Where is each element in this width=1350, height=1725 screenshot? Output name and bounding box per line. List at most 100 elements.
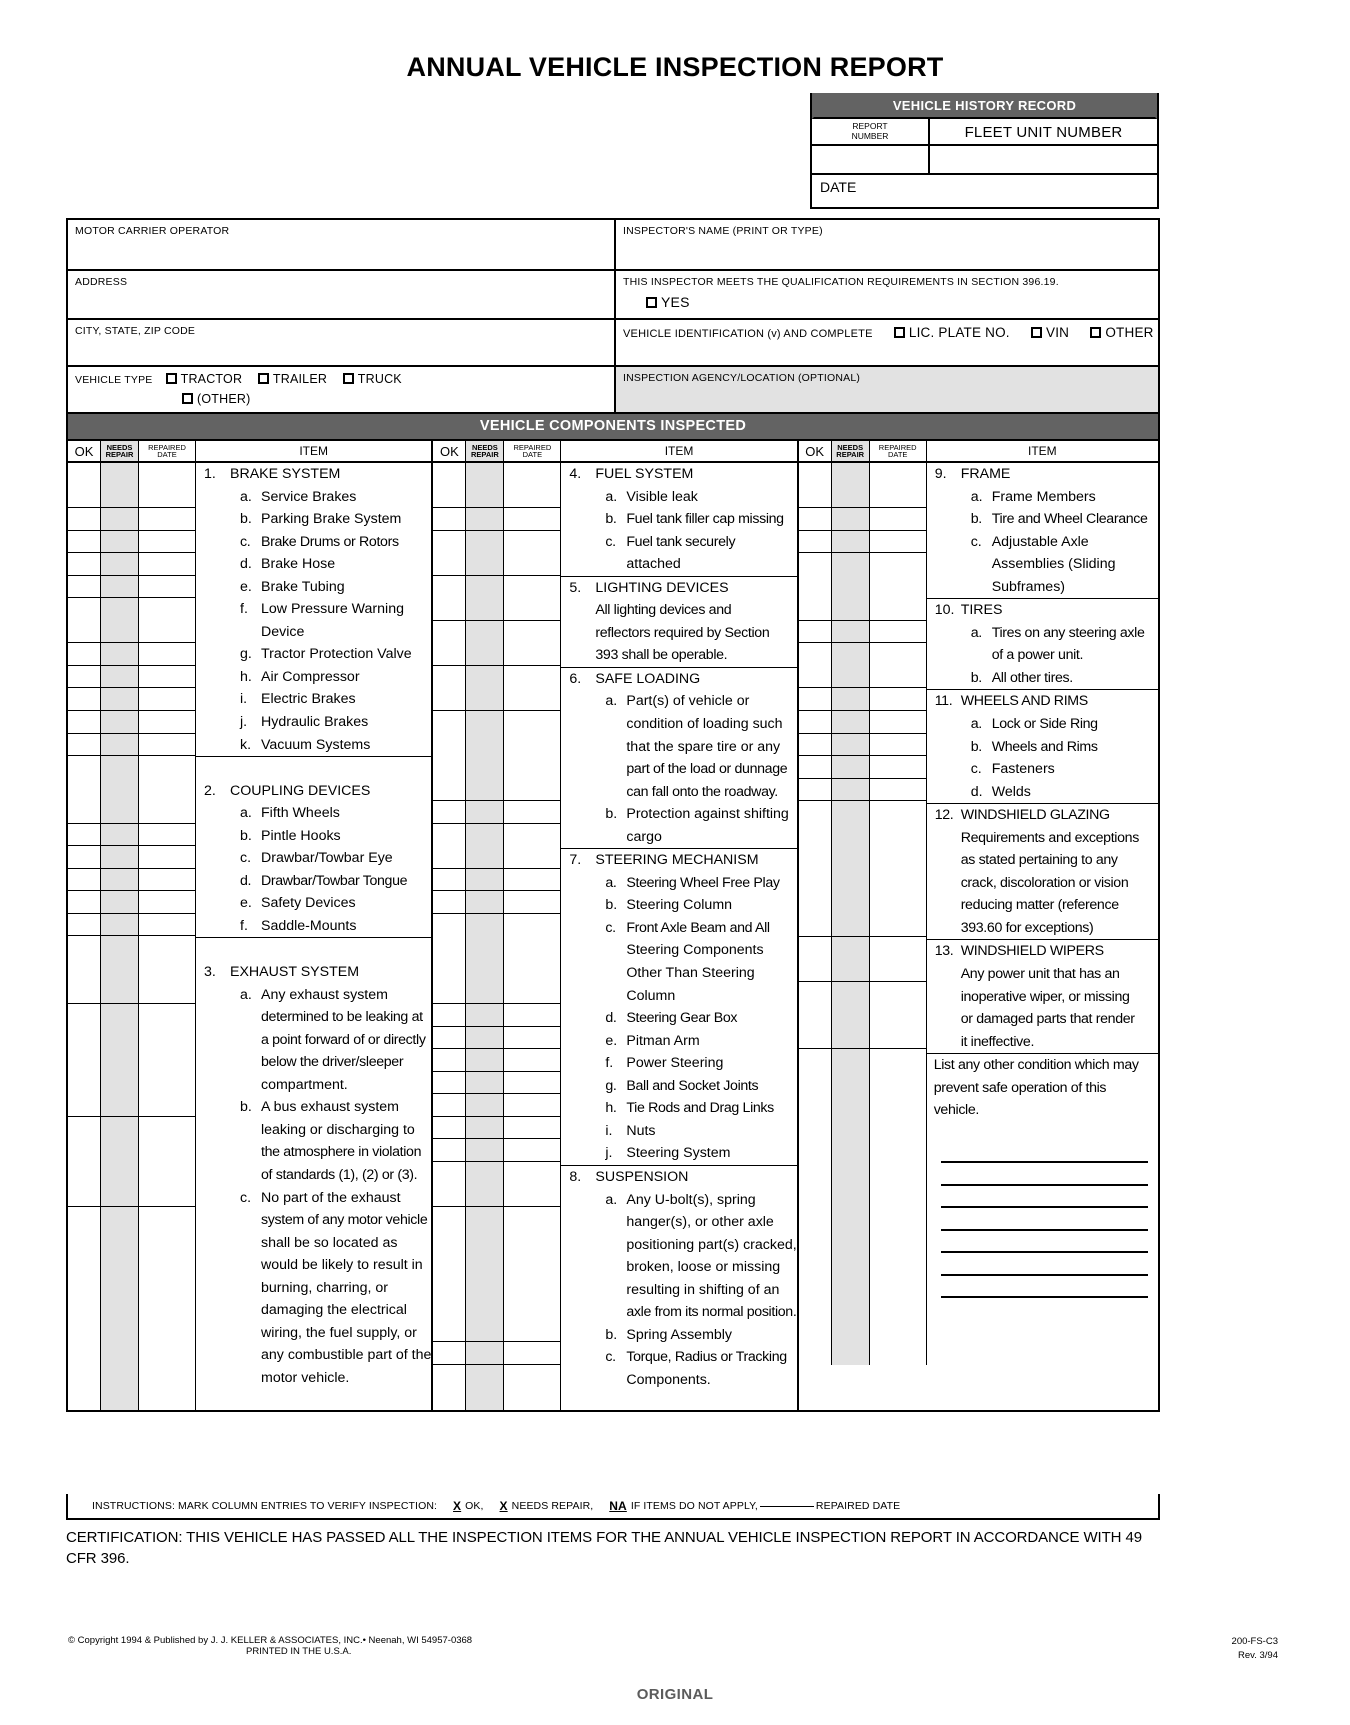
qualification-yes-option[interactable]: YES [623, 288, 1158, 310]
vid-option-other[interactable]: OTHER [1090, 325, 1153, 340]
check-row[interactable] [68, 733, 196, 757]
check-row[interactable] [68, 936, 196, 1005]
other-condition-write-line[interactable] [927, 1235, 1158, 1258]
check-row[interactable] [68, 913, 196, 937]
check-row[interactable] [433, 463, 562, 509]
check-row[interactable] [798, 733, 927, 757]
check-row[interactable] [68, 868, 196, 892]
checkbox-icon[interactable] [342, 373, 354, 384]
vid-option-vin[interactable]: VIN [1030, 325, 1069, 340]
check-row[interactable] [798, 711, 927, 734]
check-row[interactable] [68, 643, 196, 666]
check-row[interactable] [433, 823, 562, 869]
check-row[interactable] [433, 1139, 562, 1162]
check-row[interactable] [433, 620, 562, 666]
check-row[interactable] [433, 530, 562, 576]
vid-option-lic-plate[interactable]: LIC. PLATE NO. [893, 325, 1010, 340]
check-row[interactable] [433, 575, 562, 621]
check-row[interactable] [68, 891, 196, 914]
check-row[interactable] [799, 1049, 927, 1365]
check-row[interactable] [68, 823, 196, 847]
check-row[interactable] [798, 688, 927, 712]
checkbox-icon[interactable] [165, 373, 177, 384]
checkbox-icon[interactable] [257, 373, 269, 384]
check-row[interactable] [798, 778, 927, 802]
check-row[interactable] [433, 1071, 562, 1095]
city-state-zip-label: CITY, STATE, ZIP CODE [75, 325, 196, 337]
check-row[interactable] [433, 801, 562, 824]
check-row[interactable] [798, 553, 927, 621]
check-row[interactable] [798, 508, 927, 531]
check-row[interactable] [433, 1049, 562, 1072]
check-row[interactable] [433, 913, 562, 1005]
check-row[interactable] [68, 756, 196, 824]
check-row[interactable] [798, 981, 927, 1050]
checkbox-icon[interactable] [1090, 327, 1102, 338]
check-row[interactable] [433, 1116, 562, 1140]
check-row[interactable] [68, 508, 196, 531]
check-row[interactable] [798, 643, 927, 689]
report-number-input[interactable] [812, 143, 928, 173]
checkbox-icon[interactable] [893, 327, 905, 338]
other-condition-write-line[interactable] [927, 1167, 1158, 1190]
check-row[interactable] [68, 688, 196, 712]
other-condition-write-line[interactable] [927, 1212, 1158, 1235]
check-row[interactable] [433, 1004, 562, 1027]
repaired-date-cell[interactable] [139, 463, 196, 509]
check-row[interactable] [68, 665, 196, 689]
other-condition-write-line[interactable] [927, 1190, 1158, 1213]
check-row[interactable] [798, 620, 927, 644]
check-row[interactable] [68, 575, 196, 599]
needs-repair-cell[interactable] [101, 463, 139, 509]
address-field[interactable]: ADDRESS [68, 271, 616, 318]
check-row[interactable] [433, 868, 562, 892]
vehicle-type-trailer[interactable]: TRAILER [257, 372, 327, 386]
check-row[interactable] [798, 801, 927, 937]
check-row[interactable] [433, 1207, 562, 1343]
check-row[interactable] [433, 1364, 562, 1410]
vehicle-type-truck[interactable]: TRUCK [342, 372, 402, 386]
other-condition-write-line[interactable] [927, 1144, 1158, 1167]
checkbox-icon[interactable] [1030, 327, 1042, 338]
row-carrier-inspector: MOTOR CARRIER OPERATOR INSPECTOR'S NAME … [68, 220, 1158, 271]
check-row[interactable] [68, 530, 196, 554]
city-state-zip-field[interactable]: CITY, STATE, ZIP CODE [68, 320, 616, 365]
check-row[interactable] [798, 756, 927, 779]
vhr-input-row[interactable] [812, 143, 1157, 173]
check-row[interactable] [68, 553, 196, 576]
check-row[interactable] [433, 1342, 562, 1365]
check-row[interactable] [433, 1161, 562, 1208]
vehicle-history-header: VEHICLE HISTORY RECORD [812, 93, 1157, 119]
checkbox-icon[interactable] [182, 393, 193, 404]
certification-text: CERTIFICATION: THIS VEHICLE HAS PASSED A… [66, 1529, 1142, 1568]
check-row[interactable] [68, 1207, 196, 1410]
check-row[interactable] [68, 711, 196, 734]
vehicle-type-tractor-label: TRACTOR [180, 372, 243, 386]
fleet-unit-input[interactable] [930, 143, 1157, 173]
vehicle-type-tractor[interactable]: TRACTOR [165, 372, 243, 386]
inspection-agency-field[interactable]: INSPECTION AGENCY/LOCATION (OPTIONAL) [616, 367, 1158, 420]
repaired-date-blank[interactable] [759, 1505, 814, 1507]
check-row[interactable] [798, 463, 927, 509]
date-field[interactable]: DATE [812, 172, 1157, 207]
check-row[interactable] [433, 891, 562, 914]
inspector-name-field[interactable]: INSPECTOR'S NAME (PRINT OR TYPE) [616, 220, 1158, 269]
check-row[interactable] [68, 1116, 196, 1208]
check-row[interactable] [433, 665, 562, 712]
vehicle-type-other[interactable]: (OTHER) [75, 392, 614, 406]
other-condition-write-line[interactable] [927, 1280, 1158, 1303]
check-row[interactable] [433, 1094, 562, 1117]
other-condition-write-line[interactable] [927, 1257, 1158, 1280]
check-row[interactable] [433, 508, 562, 531]
check-row[interactable] [68, 598, 196, 644]
check-row[interactable] [68, 1004, 196, 1117]
check-row[interactable] [798, 530, 927, 554]
check-row[interactable] [433, 1026, 562, 1050]
check-row[interactable] [433, 711, 562, 802]
ok-cell[interactable] [68, 463, 101, 509]
checkbox-icon[interactable] [646, 297, 657, 308]
motor-carrier-operator-field[interactable]: MOTOR CARRIER OPERATOR [68, 220, 616, 269]
check-row[interactable] [798, 936, 927, 982]
check-row[interactable] [68, 463, 196, 509]
check-row[interactable] [68, 846, 196, 869]
